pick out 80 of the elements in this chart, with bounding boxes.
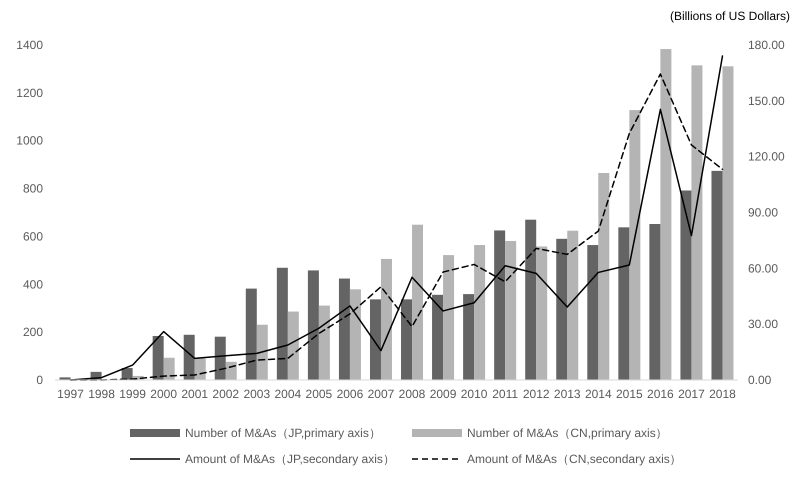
x-tick-label: 2014 [584, 387, 612, 401]
bar [474, 245, 486, 380]
legend-label: Amount of M&As（CN,secondary axis） [467, 452, 682, 466]
y-tick-label: 1200 [16, 86, 44, 100]
bar [505, 240, 516, 380]
x-tick-label: 2002 [212, 387, 240, 401]
y2-tick-label: 30.00 [748, 317, 778, 332]
y-tick-label: 200 [22, 325, 44, 340]
bar [691, 65, 702, 380]
bar [587, 245, 598, 380]
bar [567, 230, 578, 380]
bar [350, 289, 361, 380]
bar [214, 336, 226, 380]
legend-label: Number of M&As（JP,primary axis） [185, 426, 381, 440]
x-tick-label: 2007 [368, 387, 395, 401]
bar [412, 224, 424, 380]
x-tick-label: 2008 [398, 387, 426, 401]
bar [401, 299, 412, 380]
bar [660, 49, 672, 380]
bar [152, 336, 164, 380]
y2-tick-label: 90.00 [748, 206, 778, 220]
x-tick-label: 1999 [119, 387, 146, 401]
bar [556, 238, 568, 380]
bar [194, 358, 206, 380]
x-tick-label: 2015 [616, 387, 644, 401]
bar [276, 268, 288, 380]
x-tick-label: 2001 [181, 387, 208, 401]
y-tick-label: 800 [22, 182, 44, 196]
bar [598, 173, 610, 380]
x-tick-label: 2004 [274, 387, 302, 401]
y-tick-label: 1000 [16, 134, 44, 148]
bar [536, 246, 548, 380]
x-tick-label: 2000 [150, 387, 178, 401]
bar [226, 362, 237, 380]
bar [370, 299, 381, 380]
y-tick-label: 0 [36, 373, 44, 387]
x-tick-label: 2016 [647, 387, 674, 401]
bar [288, 312, 299, 380]
x-tick-label: 1998 [88, 387, 116, 401]
bar [494, 230, 506, 380]
x-tick-label: 2010 [460, 387, 488, 401]
x-tick-label: 1997 [57, 387, 84, 401]
bar [722, 66, 734, 380]
bar [184, 334, 195, 380]
y2-axis-title: (Billions of US Dollars) [670, 9, 790, 23]
y-tick-label: 400 [22, 277, 44, 292]
bar [711, 170, 722, 380]
y2-tick-label: 150.00 [748, 94, 786, 108]
x-tick-label: 2017 [678, 387, 706, 401]
bar [432, 294, 444, 380]
y-tick-label: 1400 [16, 38, 44, 52]
x-tick-label: 2018 [709, 387, 736, 401]
x-tick-label: 2009 [430, 387, 457, 401]
y-tick-label: 600 [22, 229, 44, 244]
legend-label: Amount of M&As（JP,secondary axis） [185, 452, 395, 466]
bar [629, 110, 640, 380]
y2-tick-label: 0.00 [748, 373, 772, 387]
bar [649, 224, 660, 380]
bar [338, 278, 350, 380]
bar [246, 288, 257, 380]
x-tick-label: 2006 [336, 387, 364, 401]
bar [618, 227, 630, 380]
bar [525, 220, 536, 380]
y2-tick-label: 60.00 [748, 261, 778, 276]
legend-label: Number of M&As（CN,primary axis） [467, 426, 668, 440]
x-tick-label: 2003 [243, 387, 270, 401]
bar [164, 358, 175, 380]
bar [256, 324, 268, 380]
bar [463, 294, 474, 380]
bar [308, 270, 319, 380]
bar [318, 306, 330, 380]
x-tick-label: 2012 [522, 387, 550, 401]
y2-tick-label: 120.00 [748, 150, 786, 164]
bar [680, 190, 692, 380]
x-tick-label: 2005 [306, 387, 333, 401]
bar [380, 258, 392, 380]
bar [443, 255, 454, 380]
y2-tick-label: 180.00 [748, 38, 786, 52]
x-tick-label: 2013 [554, 387, 581, 401]
x-tick-label: 2011 [492, 387, 518, 401]
